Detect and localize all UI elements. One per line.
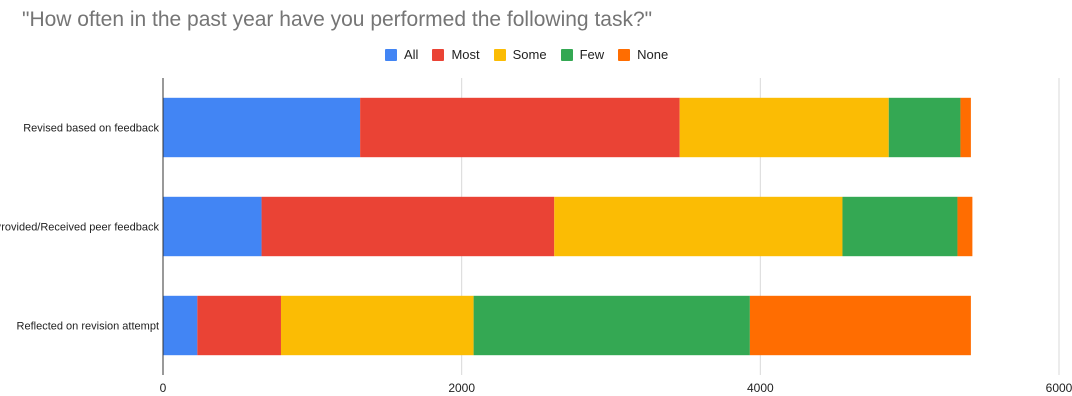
legend-item-most[interactable]: Most [432,47,480,62]
bar-segment-few[interactable] [473,295,750,356]
bar-segment-few[interactable] [888,97,961,158]
category-label: Revised based on feedback [23,123,159,135]
legend-swatch [618,48,631,61]
legend-label: Few [579,47,605,62]
x-tick-label: 6000 [1046,381,1072,395]
x-tick-label: 4000 [747,381,774,395]
legend-label: Most [451,47,480,62]
legend-label: None [637,47,669,62]
x-tick-label: 2000 [448,381,475,395]
bar-segment-most[interactable] [261,196,555,257]
bar-segment-none[interactable] [957,196,973,257]
bar-segment-all[interactable] [163,295,198,356]
bar-segment-some[interactable] [554,196,843,257]
legend-swatch [493,48,506,61]
legend-item-all[interactable]: All [385,47,418,62]
legend: All Most Some Few None [385,47,682,62]
bar-segment-some[interactable] [280,295,474,356]
legend-item-few[interactable]: Few [560,47,605,62]
bar-segment-most[interactable] [360,97,680,158]
category-label: Provided/Received peer feedback [0,222,159,234]
legend-item-some[interactable]: Some [493,47,547,62]
bar-segment-most[interactable] [197,295,281,356]
bar-segment-all[interactable] [163,196,262,257]
x-tick-label: 0 [160,381,167,395]
bar-segment-some[interactable] [679,97,889,158]
legend-swatch [560,48,573,61]
category-label: Reflected on revision attempt [17,321,159,333]
bar-segment-few[interactable] [842,196,958,257]
chart-title: "How often in the past year have you per… [22,8,653,31]
bar-segment-all[interactable] [163,97,361,158]
legend-swatch [432,48,445,61]
bar-segment-none[interactable] [749,295,971,356]
legend-swatch [385,48,397,61]
legend-item-none[interactable]: None [618,47,668,62]
legend-label: All [404,47,419,62]
bar-segment-none[interactable] [960,97,971,158]
legend-label: Some [512,47,547,62]
